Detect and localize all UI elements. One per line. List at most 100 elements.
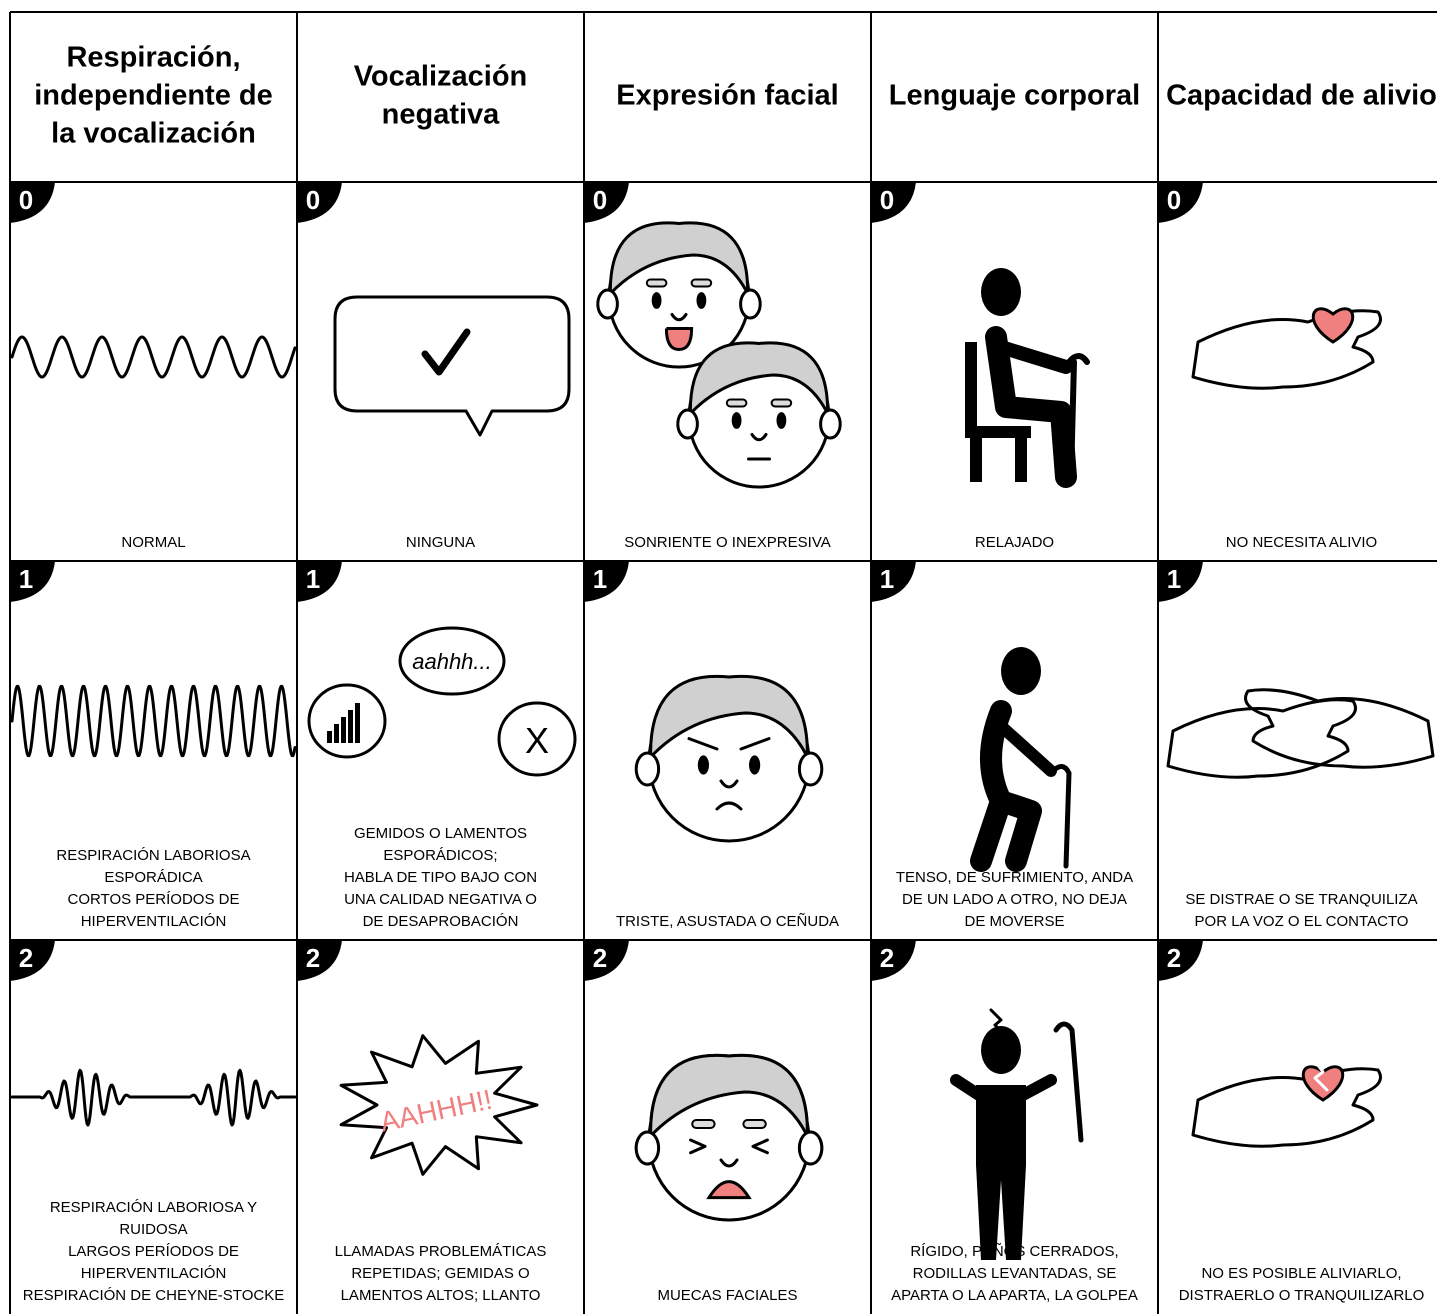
head [1001, 647, 1041, 695]
chair [965, 342, 1031, 482]
score-badge [10, 940, 55, 981]
caption: UNA CALIDAD NEGATIVA O [344, 891, 537, 908]
caption: RESPIRACIÓN LABORIOSA [56, 847, 250, 864]
caption: LLAMADAS PROBLEMÁTICAS [335, 1243, 547, 1260]
body [985, 326, 1077, 488]
score-badge [584, 182, 629, 223]
caption: GEMIDOS O LAMENTOS [354, 825, 527, 842]
hair [688, 341, 830, 418]
caption: DE DESAPROBACIÓN [363, 913, 519, 930]
bar-icon [348, 710, 353, 743]
bubble [398, 626, 506, 696]
eye [696, 292, 707, 309]
brow [742, 1119, 767, 1129]
nose [719, 779, 739, 789]
score: 2 [880, 943, 894, 973]
score-badge [10, 561, 55, 602]
hand [1191, 309, 1382, 390]
caption: RESPIRACIÓN DE CHEYNE-STOCKE [23, 1287, 284, 1304]
caption: DISTRAERLO O TRANQUILIZARLO [1179, 1287, 1425, 1304]
eye [776, 412, 787, 429]
caption: APARTA O LA APARTA, LA GOLPEA [891, 1287, 1138, 1304]
score: 1 [880, 564, 894, 594]
bubble [307, 683, 387, 759]
mouth [715, 801, 743, 811]
score: 1 [593, 564, 607, 594]
header-text: negativa [382, 99, 501, 131]
caption: RELAJADO [975, 534, 1054, 551]
caption: LAMENTOS ALTOS; LLANTO [341, 1287, 541, 1304]
eye [689, 1138, 707, 1155]
brow [690, 278, 713, 288]
caption: NINGUNA [406, 534, 475, 551]
bar-icon [341, 717, 346, 743]
caption: DE UN LADO A OTRO, NO DEJA [902, 891, 1127, 908]
bar-icon [327, 731, 332, 743]
ear [676, 408, 699, 440]
header-text: independiente de [34, 80, 272, 112]
crack [1311, 1056, 1329, 1092]
nose [670, 313, 688, 322]
eye [651, 292, 662, 309]
arm [950, 1074, 985, 1101]
bubble [497, 701, 577, 777]
checkmark [421, 328, 471, 376]
caption: RUIDOSA [119, 1221, 187, 1238]
breath-wave [10, 335, 297, 379]
hair [649, 674, 809, 761]
header-text: Vocalización [354, 61, 528, 93]
caption: HIPERVENTILACIÓN [81, 913, 227, 930]
header-text: Capacidad de alivio [1166, 80, 1437, 112]
head [981, 268, 1021, 316]
caption: POR LA VOZ O EL CONTACTO [1195, 913, 1409, 930]
caption: RÍGIDO, PUÑOS CERRADOS, [910, 1243, 1118, 1260]
caption: ESPORÁDICOS; [383, 847, 497, 864]
brow [725, 398, 748, 408]
score-badge [1158, 561, 1203, 602]
bar-icon [334, 724, 339, 743]
nose [750, 433, 768, 442]
score-badge [871, 940, 916, 981]
score-badge [297, 561, 342, 602]
caption: LARGOS PERÍODOS DE [68, 1243, 239, 1260]
caption: HABLA DE TIPO BAJO CON [344, 869, 537, 886]
caption: RESPIRACIÓN LABORIOSA Y [50, 1199, 257, 1216]
ear [797, 751, 824, 787]
score: 0 [19, 185, 33, 215]
hand [1166, 698, 1357, 779]
zap [989, 1008, 1007, 1037]
brow [645, 278, 668, 288]
arm [994, 340, 1073, 374]
ear [634, 751, 661, 787]
brow [739, 737, 771, 751]
ear [634, 1130, 661, 1166]
score-badge [871, 561, 916, 602]
header-text: Lenguaje corporal [889, 80, 1140, 112]
header-text: Expresión facial [616, 80, 838, 112]
eye [751, 1138, 769, 1155]
score: 2 [593, 943, 607, 973]
score-badge [10, 182, 55, 223]
caption: REPETIDAS; GEMIDAS O [351, 1265, 529, 1282]
shout-text: AAHHH!! [377, 1084, 495, 1138]
mouth [664, 327, 694, 352]
score-badge [584, 561, 629, 602]
hair [608, 221, 750, 298]
hand [1191, 1067, 1382, 1148]
header-text: Respiración, [66, 42, 240, 74]
caption: TENSO, DE SUFRIMIENTO, ANDA [896, 869, 1133, 886]
starburst [339, 1034, 539, 1176]
bubble-text: aahhh... [412, 649, 492, 674]
score-badge [1158, 182, 1203, 223]
caption: HIPERVENTILACIÓN [81, 1265, 227, 1282]
body [976, 1085, 1026, 1260]
bubble-text: X [525, 720, 549, 761]
speech-bubble [333, 295, 571, 437]
breath-wave [10, 684, 297, 758]
cane [1053, 1021, 1084, 1143]
header-text: la vocalización [51, 118, 256, 150]
score: 1 [1167, 564, 1181, 594]
eye [731, 412, 742, 429]
